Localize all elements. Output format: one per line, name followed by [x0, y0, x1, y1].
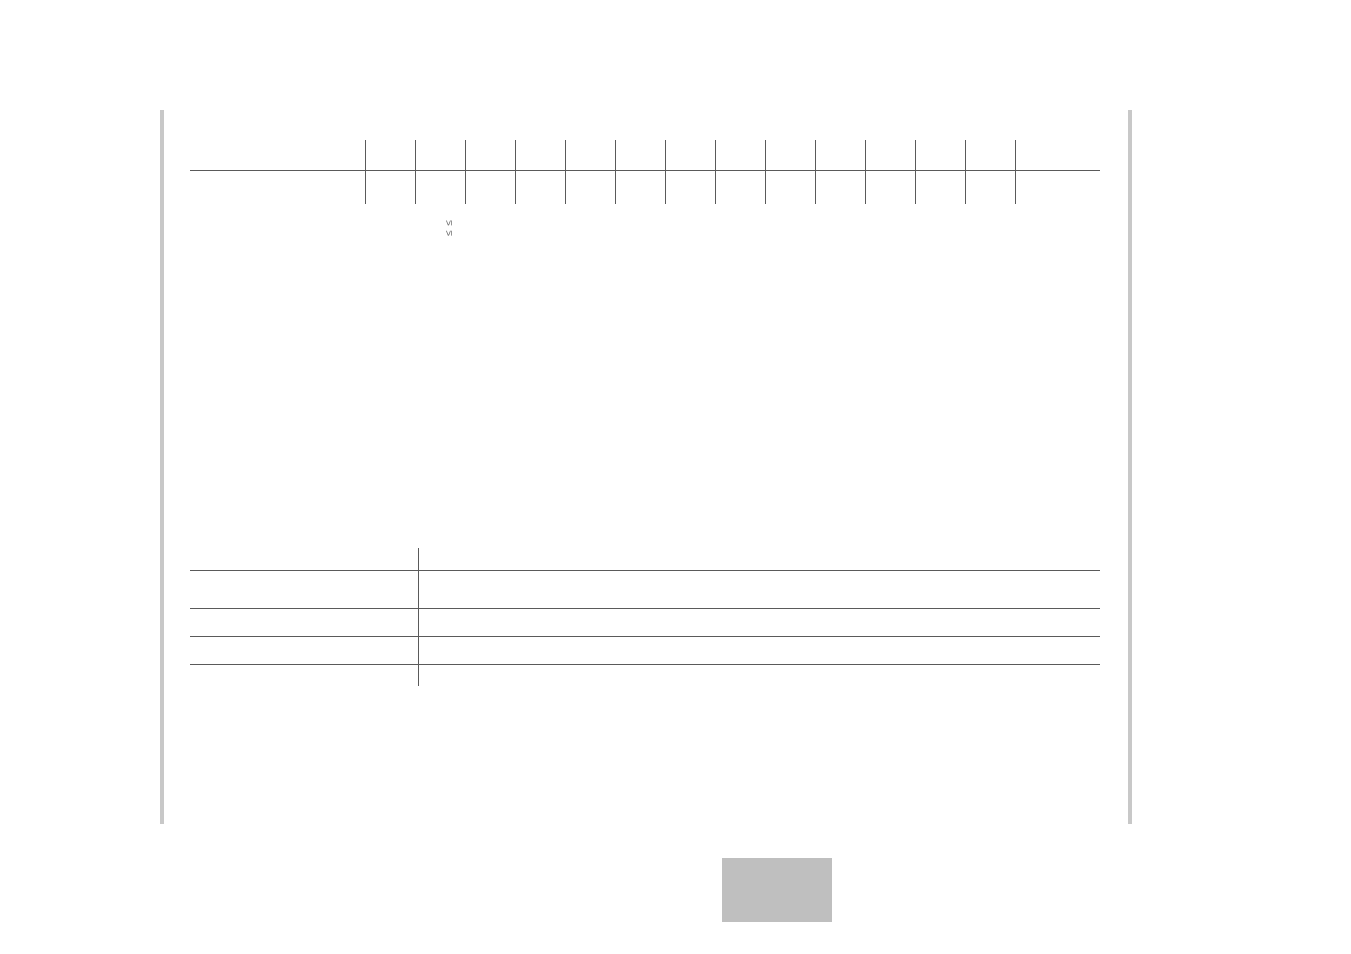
- column-tick: [465, 140, 466, 204]
- page-border-left: [160, 110, 164, 824]
- bottom-table-row-line: [190, 570, 1100, 571]
- page-border-right: [1128, 110, 1132, 824]
- column-tick: [665, 140, 666, 204]
- top-header-line: [190, 170, 1100, 171]
- bottom-table-vline: [418, 548, 419, 686]
- column-tick: [515, 140, 516, 204]
- column-tick: [565, 140, 566, 204]
- column-tick: [765, 140, 766, 204]
- bottom-table-row-line: [190, 608, 1100, 609]
- column-tick: [865, 140, 866, 204]
- column-tick: [415, 140, 416, 204]
- column-tick: [815, 140, 816, 204]
- column-tick: [615, 140, 616, 204]
- bottom-table-row-line: [190, 664, 1100, 665]
- column-tick: [715, 140, 716, 204]
- column-tick: [1015, 140, 1016, 204]
- column-tick: [915, 140, 916, 204]
- column-tick: [965, 140, 966, 204]
- column-label-rotated: ≤ ≤: [444, 219, 455, 236]
- footer-page-block: [722, 858, 832, 922]
- page-canvas: ≤ ≤: [0, 0, 1351, 954]
- bottom-table-row-line: [190, 636, 1100, 637]
- column-tick: [365, 140, 366, 204]
